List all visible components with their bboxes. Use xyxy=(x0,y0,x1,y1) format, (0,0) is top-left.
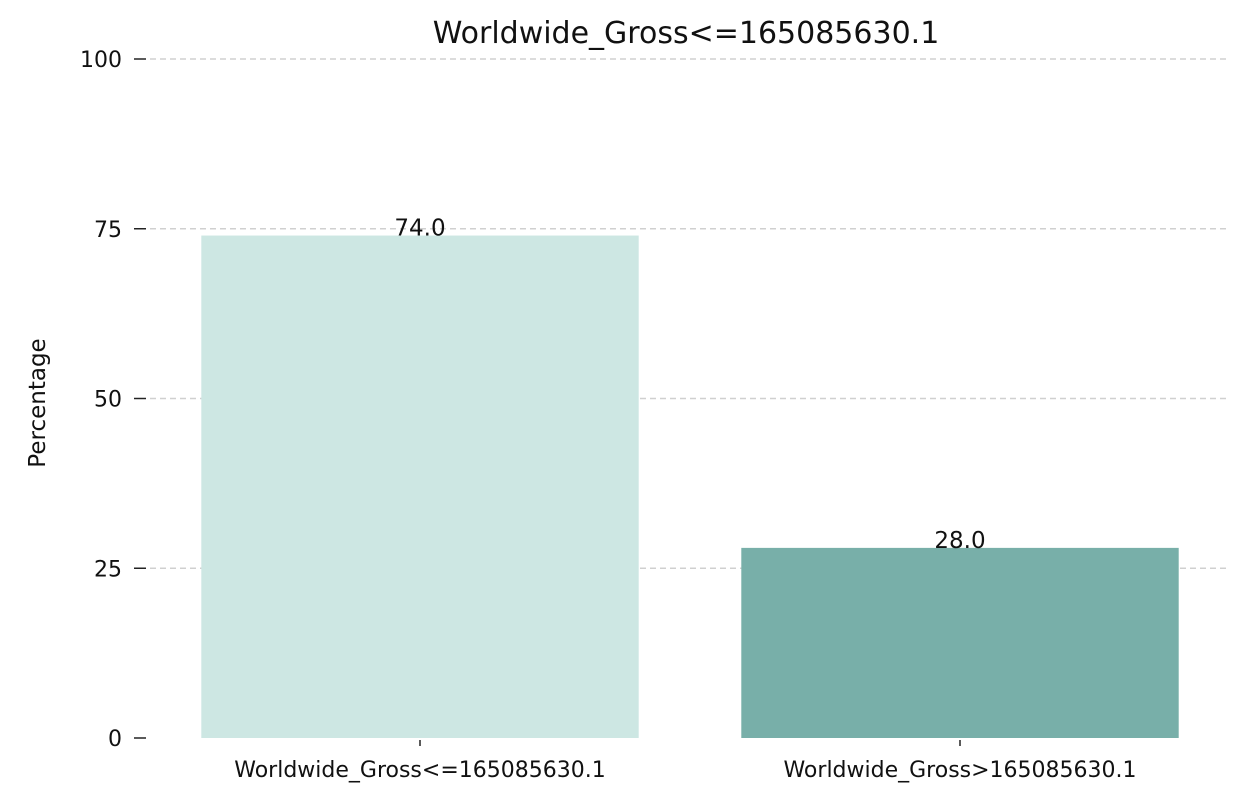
bars xyxy=(201,235,1179,739)
y-tick-label: 0 xyxy=(108,727,122,752)
y-tick-label: 50 xyxy=(94,388,122,413)
bar-value-label: 74.0 xyxy=(394,216,445,242)
y-tick-label: 75 xyxy=(94,218,122,243)
bar-value-label: 28.0 xyxy=(934,528,985,554)
x-tick-label: Worldwide_Gross<=165085630.1 xyxy=(234,758,605,783)
chart-title: Worldwide_Gross<=165085630.1 xyxy=(433,16,940,51)
x-tick-label: Worldwide_Gross>165085630.1 xyxy=(783,758,1136,783)
x-axis-ticks: Worldwide_Gross<=165085630.1 Worldwide_Gr… xyxy=(234,740,1137,783)
bar xyxy=(201,235,639,739)
y-tick-label: 25 xyxy=(94,557,122,582)
y-tick-label: 100 xyxy=(80,48,122,73)
bar xyxy=(741,547,1179,738)
y-axis-label: Percentage xyxy=(25,338,51,467)
y-axis-ticks: 0 25 50 75 100 xyxy=(80,48,146,752)
data-labels: 74.0 28.0 xyxy=(394,216,985,554)
